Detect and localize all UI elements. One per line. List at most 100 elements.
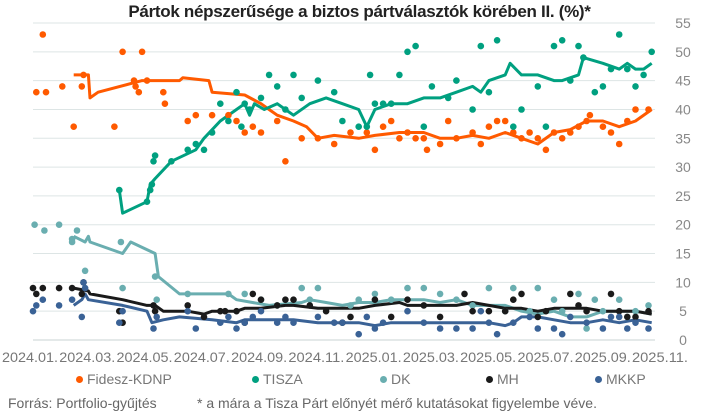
data-point-mh[interactable] (534, 313, 542, 321)
data-point-mkkp[interactable] (39, 296, 47, 304)
data-point-mh[interactable] (33, 290, 40, 298)
data-point-fidesz-kdnp[interactable] (138, 48, 146, 56)
data-point-mh[interactable] (347, 313, 354, 321)
data-point-mkkp[interactable] (184, 307, 191, 315)
data-point-mkkp[interactable] (150, 325, 157, 332)
data-point-dk[interactable] (55, 221, 63, 228)
data-point-mh[interactable] (583, 307, 590, 315)
data-point-fidesz-kdnp[interactable] (404, 129, 411, 136)
data-point-tisza[interactable] (273, 83, 281, 90)
data-point-mkkp[interactable] (607, 313, 615, 321)
data-point-fidesz-kdnp[interactable] (477, 140, 485, 148)
data-point-fidesz-kdnp[interactable] (444, 117, 452, 125)
data-point-mkkp[interactable] (469, 325, 476, 332)
data-point-mh[interactable] (420, 302, 428, 309)
data-point-tisza[interactable] (355, 123, 363, 130)
data-point-mh[interactable] (200, 313, 208, 321)
data-point-tisza[interactable] (640, 71, 647, 79)
data-point-fidesz-kdnp[interactable] (420, 135, 428, 142)
data-point-fidesz-kdnp[interactable] (184, 117, 191, 125)
data-point-dk[interactable] (550, 296, 558, 304)
data-point-mh[interactable] (221, 307, 229, 315)
data-point-tisza[interactable] (146, 186, 154, 194)
data-point-dk[interactable] (355, 296, 363, 304)
data-point-tisza[interactable] (534, 83, 542, 90)
data-point-mkkp[interactable] (599, 325, 607, 332)
data-point-fidesz-kdnp[interactable] (510, 129, 517, 136)
data-point-mh[interactable] (151, 307, 159, 315)
data-point-tisza[interactable] (412, 42, 419, 50)
data-point-mh[interactable] (371, 296, 379, 304)
data-point-mkkp[interactable] (116, 319, 123, 327)
data-point-fidesz-kdnp[interactable] (363, 129, 371, 136)
data-point-fidesz-kdnp[interactable] (371, 146, 379, 154)
data-point-mkkp[interactable] (249, 313, 257, 321)
data-point-fidesz-kdnp[interactable] (550, 129, 558, 136)
data-point-mh[interactable] (55, 284, 63, 292)
data-point-tisza[interactable] (493, 37, 501, 44)
data-point-mh[interactable] (68, 284, 76, 292)
data-point-tisza[interactable] (282, 106, 289, 113)
data-point-mkkp[interactable] (379, 319, 387, 327)
data-point-mkkp[interactable] (119, 307, 126, 315)
data-point-tisza[interactable] (453, 77, 460, 84)
data-point-fidesz-kdnp[interactable] (70, 123, 77, 130)
data-point-dk[interactable] (387, 296, 395, 304)
data-point-mh[interactable] (39, 284, 47, 292)
data-point-dk[interactable] (632, 307, 639, 315)
data-point-tisza[interactable] (339, 117, 346, 125)
data-point-fidesz-kdnp[interactable] (387, 117, 395, 125)
data-point-mh[interactable] (510, 296, 517, 304)
data-point-tisza[interactable] (150, 158, 157, 165)
data-point-tisza[interactable] (607, 65, 615, 73)
data-point-fidesz-kdnp[interactable] (558, 135, 566, 142)
data-point-mkkp[interactable] (567, 313, 574, 321)
legend-item-mkkp[interactable]: MKKP (595, 371, 646, 387)
legend-item-mh[interactable]: MH (486, 371, 519, 387)
data-point-fidesz-kdnp[interactable] (42, 88, 50, 96)
data-point-tisza[interactable] (116, 186, 123, 194)
data-point-mh[interactable] (645, 307, 652, 315)
data-point-mkkp[interactable] (477, 307, 485, 315)
data-point-fidesz-kdnp[interactable] (586, 111, 594, 119)
data-point-mkkp[interactable] (153, 313, 160, 321)
data-point-dk[interactable] (41, 227, 48, 234)
data-point-dk[interactable] (73, 227, 81, 234)
data-point-mh[interactable] (567, 290, 574, 298)
data-point-fidesz-kdnp[interactable] (534, 135, 542, 142)
data-point-fidesz-kdnp[interactable] (379, 123, 387, 130)
data-point-dk[interactable] (153, 296, 160, 304)
data-point-mh[interactable] (257, 296, 265, 304)
data-point-tisza[interactable] (217, 100, 224, 107)
data-point-tisza[interactable] (246, 106, 253, 113)
data-point-dk[interactable] (306, 296, 314, 304)
data-point-tisza[interactable] (518, 106, 525, 113)
data-point-tisza[interactable] (330, 88, 338, 96)
data-point-tisza[interactable] (396, 71, 403, 79)
data-point-fidesz-kdnp[interactable] (33, 88, 40, 96)
data-point-mh[interactable] (469, 307, 476, 315)
data-point-tisza[interactable] (469, 106, 476, 113)
data-point-mkkp[interactable] (355, 330, 363, 338)
data-point-tisza[interactable] (241, 100, 248, 107)
data-point-mkkp[interactable] (615, 313, 623, 321)
data-point-dk[interactable] (645, 302, 652, 309)
data-point-mkkp[interactable] (80, 279, 87, 286)
data-point-dk[interactable] (298, 284, 306, 292)
data-point-fidesz-kdnp[interactable] (225, 111, 232, 119)
data-point-fidesz-kdnp[interactable] (583, 117, 590, 125)
data-point-tisza[interactable] (510, 123, 517, 130)
data-point-dk[interactable] (347, 302, 354, 309)
data-point-tisza[interactable] (148, 181, 156, 188)
data-point-tisza[interactable] (208, 129, 216, 136)
data-point-mh[interactable] (282, 296, 289, 304)
data-point-mh[interactable] (217, 307, 224, 315)
data-point-dk[interactable] (583, 325, 590, 332)
data-point-tisza[interactable] (184, 146, 191, 154)
data-point-fidesz-kdnp[interactable] (192, 111, 200, 119)
data-point-mkkp[interactable] (339, 319, 346, 327)
data-point-dk[interactable] (404, 284, 411, 292)
data-point-tisza[interactable] (225, 117, 232, 125)
data-point-mh[interactable] (249, 290, 257, 298)
data-point-mkkp[interactable] (558, 330, 566, 338)
